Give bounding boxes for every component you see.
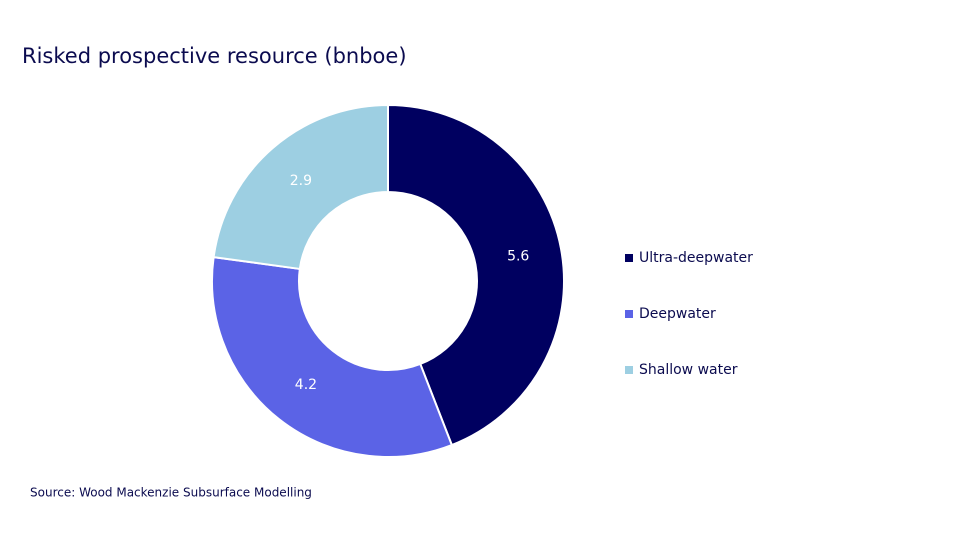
chart-title: Risked prospective resource (bnboe) [22, 44, 407, 68]
source-note: Source: Wood Mackenzie Subsurface Modell… [30, 486, 312, 500]
legend-swatch [625, 366, 633, 374]
legend-swatch [625, 310, 633, 318]
donut-slice [211, 256, 454, 458]
legend-label: Shallow water [639, 362, 738, 378]
legend-label: Ultra-deepwater [639, 250, 753, 266]
legend-label: Deepwater [639, 306, 716, 322]
donut-slice [212, 103, 389, 271]
value-label: 5.6 [507, 249, 529, 265]
value-label: 4.2 [295, 377, 317, 393]
value-label: 2.9 [290, 173, 312, 189]
donut-slice [387, 103, 565, 447]
legend-swatch [625, 254, 633, 262]
